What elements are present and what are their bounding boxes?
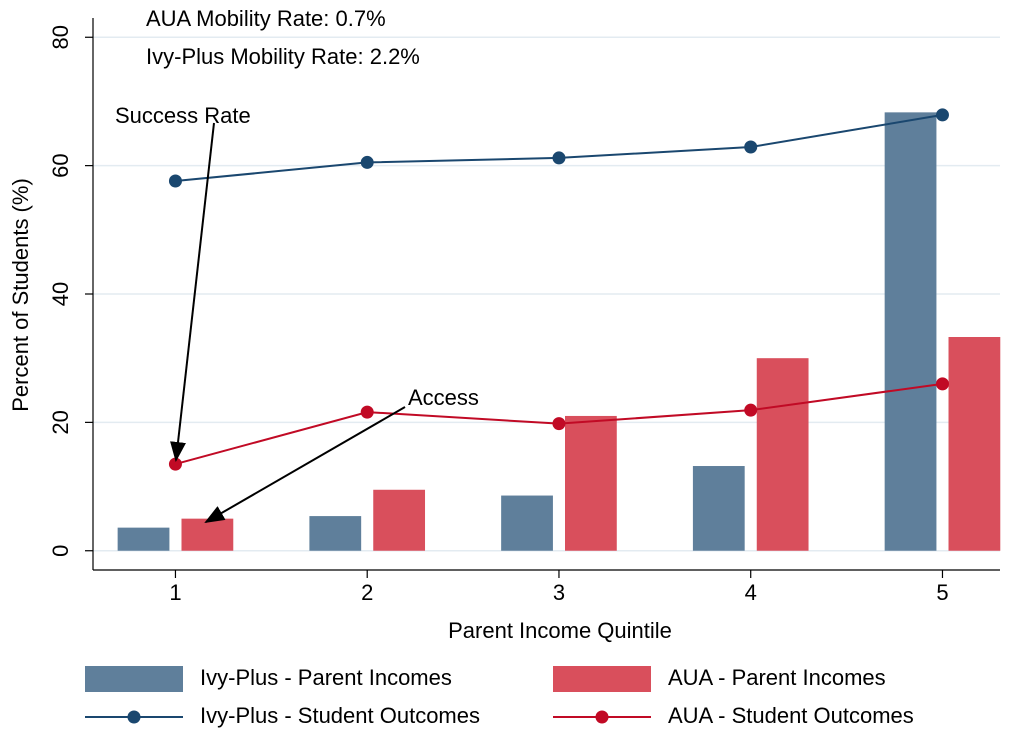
bar xyxy=(565,415,617,551)
legend-label: AUA - Parent Incomes xyxy=(668,665,886,690)
bars xyxy=(117,112,1001,551)
legend-label: AUA - Student Outcomes xyxy=(668,703,914,728)
y-tick-label: 20 xyxy=(48,410,73,434)
bar xyxy=(692,466,745,551)
y-tick-label: 80 xyxy=(48,25,73,49)
marker xyxy=(935,377,949,391)
legend-swatch xyxy=(127,710,141,724)
marker xyxy=(935,108,949,122)
arrow xyxy=(204,406,406,524)
marker xyxy=(360,155,374,169)
y-tick-label: 40 xyxy=(48,282,73,306)
bar xyxy=(309,516,362,551)
line xyxy=(175,113,943,183)
x-tick-label: 1 xyxy=(169,580,181,605)
legend-swatch xyxy=(595,710,609,724)
x-tick-label: 5 xyxy=(936,580,948,605)
marker xyxy=(552,151,566,165)
legend-label: Ivy-Plus - Student Outcomes xyxy=(200,703,480,728)
bar xyxy=(181,518,234,551)
marker xyxy=(744,403,758,417)
annotation: AUA Mobility Rate: 0.7% xyxy=(146,6,386,31)
x-axis-title: Parent Income Quintile xyxy=(448,618,672,643)
annotation: Success Rate xyxy=(115,103,251,128)
bar xyxy=(373,489,426,551)
annotation: Ivy-Plus Mobility Rate: 2.2% xyxy=(146,44,420,69)
marker xyxy=(744,140,758,154)
lines xyxy=(168,108,949,471)
bar xyxy=(117,527,170,551)
grid xyxy=(93,36,1000,552)
x-tick-label: 4 xyxy=(745,580,757,605)
legend-label: Ivy-Plus - Parent Incomes xyxy=(200,665,452,690)
y-tick-label: 60 xyxy=(48,153,73,177)
legend-swatch xyxy=(85,666,183,692)
legend-swatch xyxy=(553,666,651,692)
bar xyxy=(948,337,1001,551)
x-tick-label: 3 xyxy=(553,580,565,605)
bar xyxy=(756,358,809,551)
x-tick-label: 2 xyxy=(361,580,373,605)
marker xyxy=(360,405,374,419)
annotation: Access xyxy=(408,385,479,410)
bar xyxy=(501,495,553,551)
arrow xyxy=(170,122,215,462)
marker xyxy=(552,417,566,431)
bar xyxy=(884,112,937,551)
y-axis-title: Percent of Students (%) xyxy=(8,178,33,412)
marker xyxy=(168,174,182,188)
y-tick-label: 0 xyxy=(48,545,73,557)
